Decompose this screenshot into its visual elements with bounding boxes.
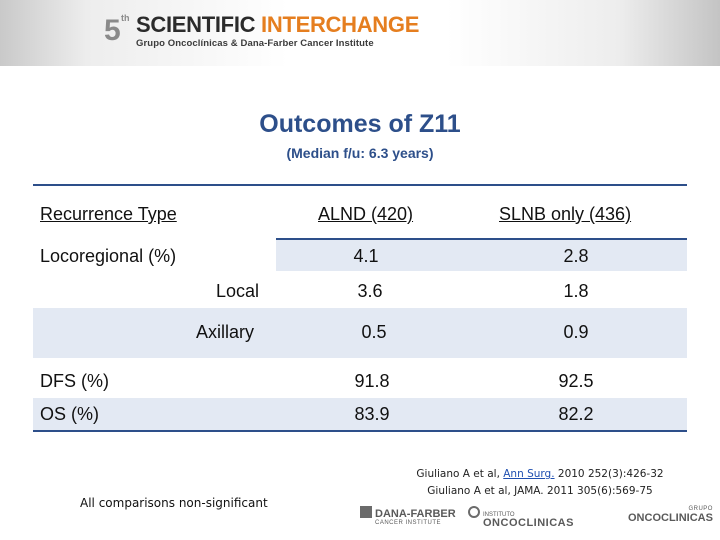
instituto-oncoclinicas-logo: INSTITUTO ONCOCLINICAS xyxy=(468,506,574,529)
slnb-value: 82.2 xyxy=(558,404,594,424)
grupo-text: GRUPO xyxy=(688,506,713,512)
header-alnd: ALND (420) xyxy=(318,204,414,224)
event-logo-title: SCIENTIFIC INTERCHANGE xyxy=(136,12,419,38)
row-label: OS (%) xyxy=(40,404,100,424)
slnb-value: 1.8 xyxy=(563,281,589,301)
dana-farber-mark-icon xyxy=(360,506,372,518)
slnb-value: 92.5 xyxy=(558,371,594,391)
header-bottom-rule xyxy=(276,238,687,240)
alnd-value: 91.8 xyxy=(354,371,390,391)
logo-suffix: th xyxy=(121,13,130,23)
table-top-rule xyxy=(33,184,687,186)
comparison-footnote: All comparisons non-significant xyxy=(80,496,268,510)
alnd-value: 3.6 xyxy=(357,281,383,301)
header-slnb: SLNB only (436) xyxy=(499,204,632,224)
header-band xyxy=(0,0,720,66)
citation-1-ref: 2010 252(3):426-32 xyxy=(554,468,664,480)
slide-subtitle: (Median f/u: 6.3 years) xyxy=(286,145,434,161)
citation-1-authors: Giuliano A et al, xyxy=(416,468,504,480)
row-band-locoregional xyxy=(276,240,687,271)
dana-farber-logo: DANA-FARBER CANCER INSTITUTE xyxy=(360,506,456,526)
alnd-value: 0.5 xyxy=(361,322,387,342)
row-label: DFS (%) xyxy=(40,371,109,391)
row-band-os xyxy=(33,398,687,430)
alnd-value: 83.9 xyxy=(354,404,390,424)
citation-2: Giuliano A et al, JAMA. 2011 305(6):569-… xyxy=(427,485,653,497)
slnb-value: 2.8 xyxy=(563,246,589,266)
event-logo-subtitle: Grupo Oncoclínicas & Dana-Farber Cancer … xyxy=(136,38,374,49)
instituto-text: INSTITUTO xyxy=(483,512,515,518)
logo-title-part-b: INTERCHANGE xyxy=(261,12,420,37)
logo-number: 5 xyxy=(104,14,121,47)
table-bottom-rule xyxy=(33,430,687,432)
slide-title: Outcomes of Z11 xyxy=(259,110,461,138)
dana-farber-text: DANA-FARBER xyxy=(375,508,456,520)
header-recurrence-type: Recurrence Type xyxy=(40,204,177,224)
row-label: Local xyxy=(216,281,260,301)
logo-title-part-a: SCIENTIFIC xyxy=(136,12,262,37)
row-band-axillary xyxy=(33,308,687,358)
citation-1: Giuliano A et al, Ann Surg. 2010 252(3):… xyxy=(400,466,680,483)
oncoclinicas-mark-icon xyxy=(468,506,480,518)
row-label: Locoregional (%) xyxy=(40,246,177,266)
row-label: Axillary xyxy=(196,322,255,342)
alnd-value: 4.1 xyxy=(353,246,379,266)
grupo-oncoclinicas-logo: GRUPO ONCOCLINICAS xyxy=(628,506,713,524)
grupo-name-text: ONCOCLINICAS xyxy=(628,512,713,524)
citation-journal-link[interactable]: Ann Surg. xyxy=(503,468,555,480)
dana-farber-subtext: CANCER INSTITUTE xyxy=(375,520,442,526)
slnb-value: 0.9 xyxy=(563,322,589,342)
oncoclinicas-text: ONCOCLINICAS xyxy=(483,517,574,529)
